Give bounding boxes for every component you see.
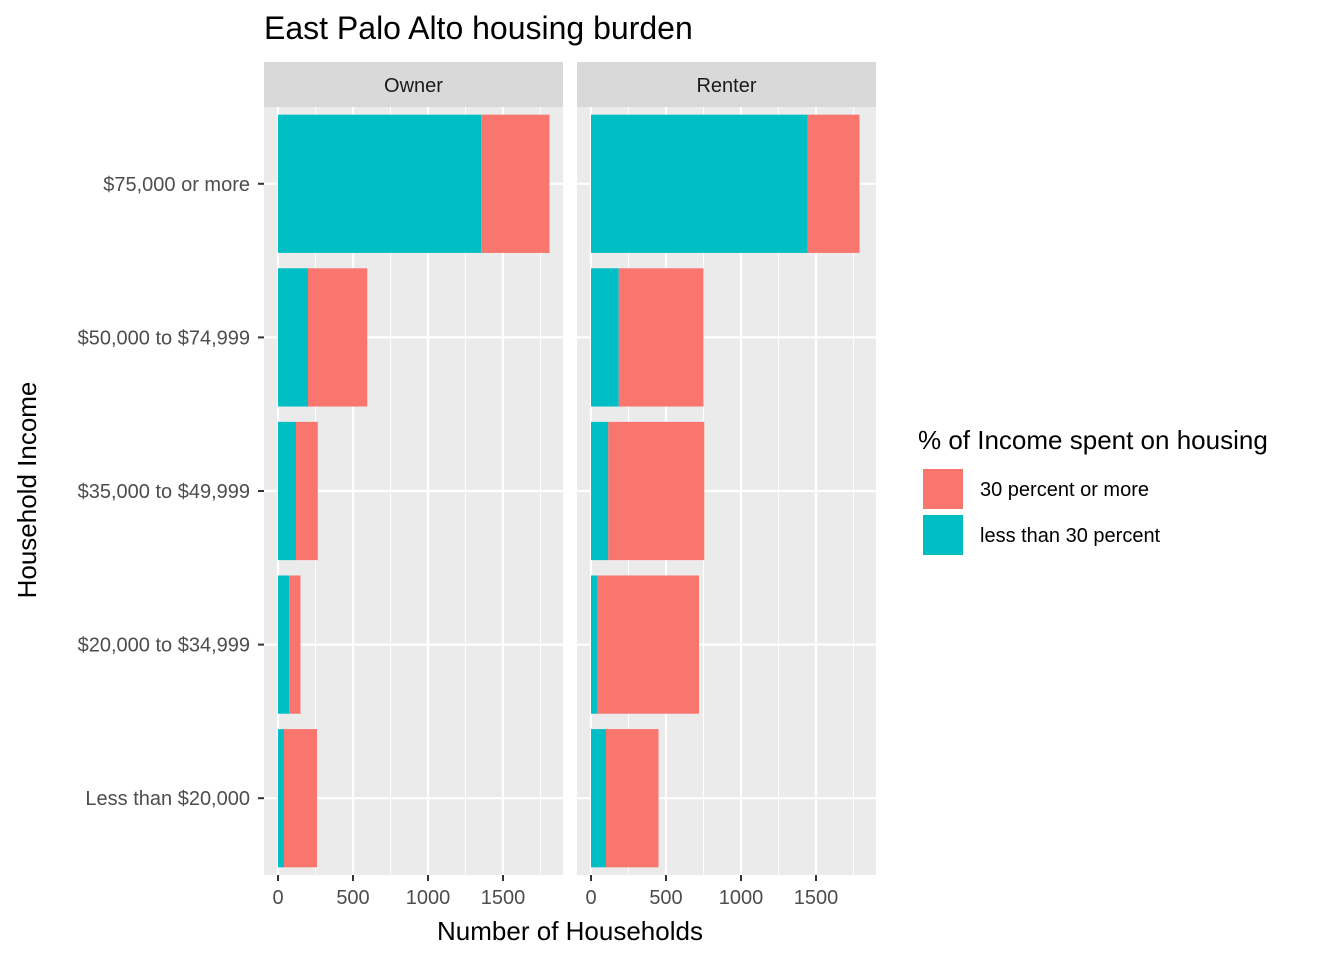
bar-renter-under30-1 — [591, 575, 597, 714]
bar-owner-under30-3 — [278, 268, 308, 407]
legend: % of Income spent on housing 30 percent … — [918, 425, 1268, 557]
y-tick-label: $75,000 or more — [103, 174, 250, 196]
legend-label: less than 30 percent — [980, 525, 1161, 547]
bar-renter-over30-1 — [597, 575, 699, 714]
legend-key-under30 — [921, 513, 965, 557]
bar-owner-over30-2 — [296, 421, 318, 561]
bar-renter-under30-2 — [591, 421, 609, 561]
x-tick-label: 1500 — [794, 887, 839, 909]
bar-owner-over30-3 — [308, 268, 368, 407]
bar-renter-over30-2 — [608, 421, 705, 561]
bar-owner-under30-0 — [278, 729, 284, 868]
legend-title: % of Income spent on housing — [918, 425, 1268, 455]
facet-label-owner: Owner — [384, 75, 443, 97]
bar-owner-over30-4 — [481, 114, 550, 253]
facet-panels: Owner 0 500 1000 1500 Renter 0 500 1000 1500 — [264, 62, 876, 909]
x-tick-label: 0 — [272, 887, 283, 909]
x-tick-label: 500 — [649, 887, 682, 909]
bar-owner-under30-1 — [278, 575, 290, 714]
legend-label: 30 percent or more — [980, 479, 1149, 501]
bar-renter-under30-4 — [591, 114, 808, 253]
bar-owner-under30-4 — [278, 114, 482, 253]
bar-renter-under30-3 — [591, 268, 619, 407]
bar-renter-over30-4 — [807, 114, 860, 253]
legend-key-over30 — [921, 467, 965, 511]
y-tick-label: $20,000 to $34,999 — [78, 635, 250, 657]
x-tick-label: 1000 — [406, 887, 451, 909]
bar-owner-over30-0 — [284, 729, 317, 868]
bar-renter-over30-3 — [618, 268, 704, 407]
facet-label-renter: Renter — [696, 75, 756, 97]
x-axis-title: Number of Households — [437, 916, 703, 946]
y-tick-label: $50,000 to $74,999 — [78, 327, 250, 349]
x-tick-label: 1500 — [481, 887, 526, 909]
bar-renter-under30-0 — [591, 729, 606, 868]
x-tick-label: 0 — [585, 887, 596, 909]
facet-strip-renter — [577, 62, 876, 107]
bar-owner-under30-2 — [278, 421, 296, 561]
x-tick-label: 1000 — [719, 887, 764, 909]
y-axis: Less than $20,000 $20,000 to $34,999 $35,0… — [78, 174, 264, 810]
facet-strip-owner — [264, 62, 563, 107]
bar-owner-over30-1 — [289, 575, 301, 714]
y-axis-title: Household Income — [12, 382, 42, 599]
y-tick-label: $35,000 to $49,999 — [78, 481, 250, 503]
x-tick-label: 500 — [336, 887, 369, 909]
chart-title: East Palo Alto housing burden — [264, 10, 693, 46]
y-tick-label: Less than $20,000 — [85, 788, 250, 810]
bar-renter-over30-0 — [606, 729, 659, 868]
